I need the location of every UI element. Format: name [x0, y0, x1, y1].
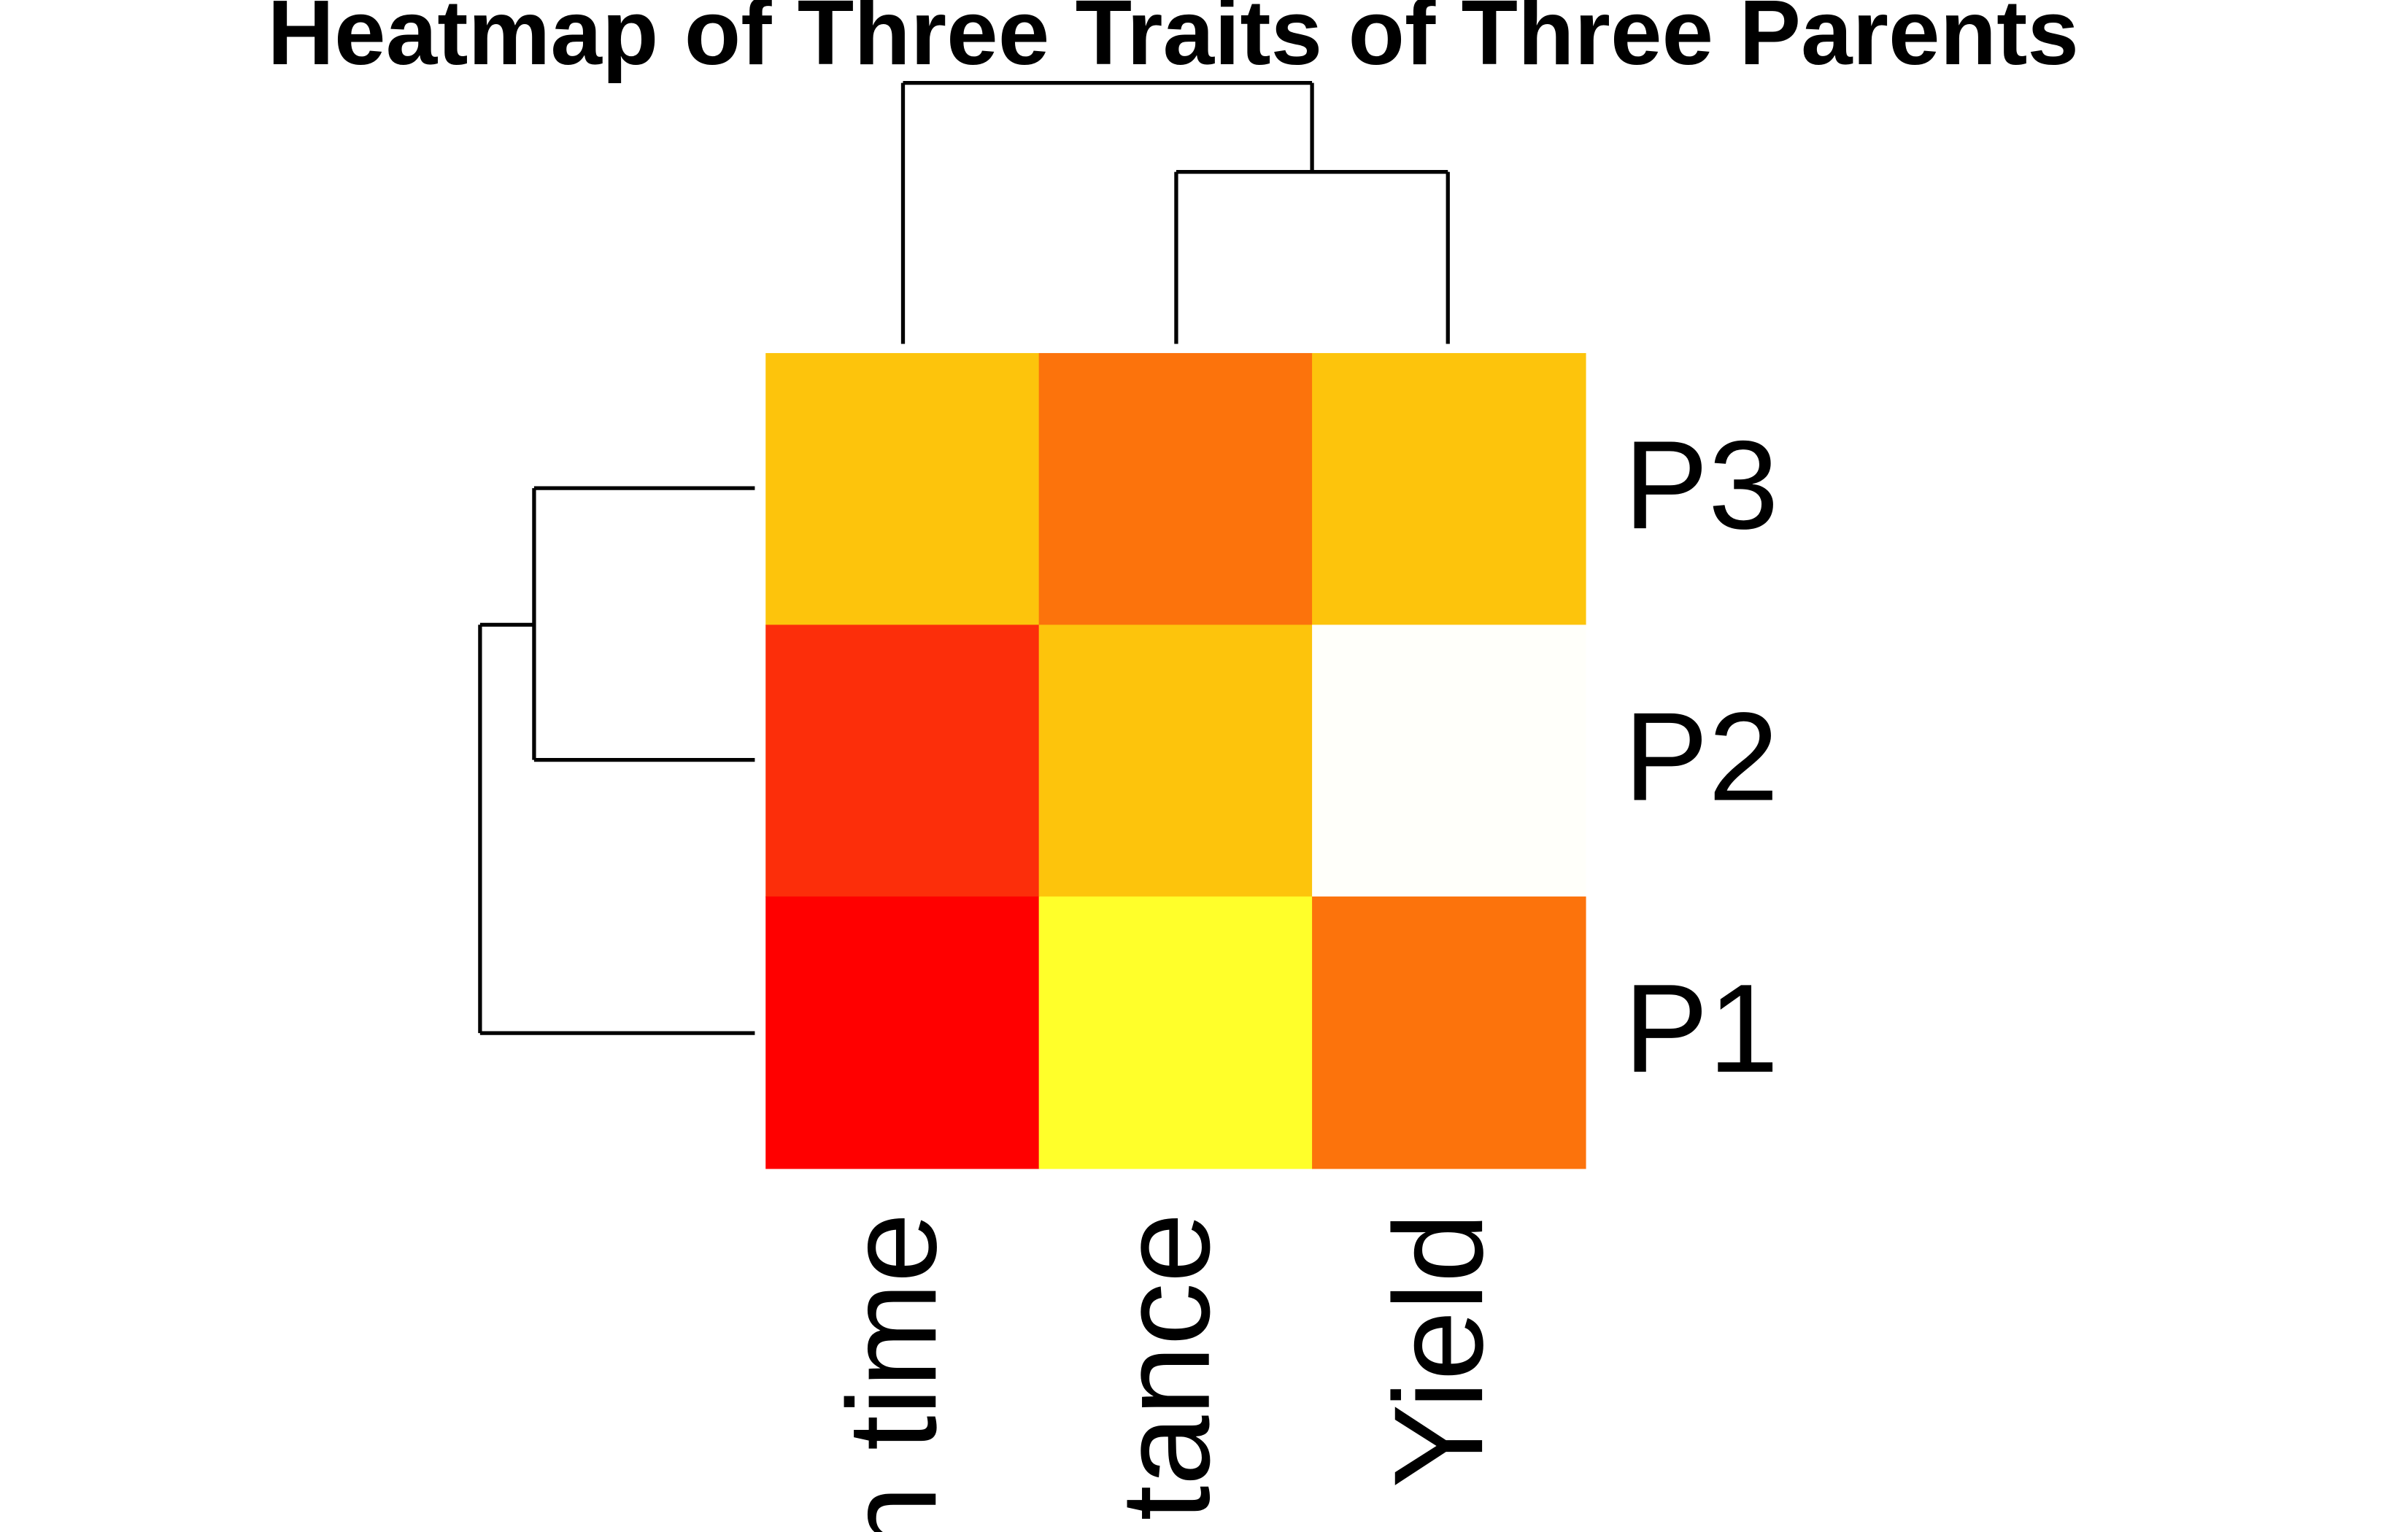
row-label: P1 [1624, 957, 1778, 1098]
heatmap-cell [765, 896, 1040, 1169]
column-label: n time [821, 1212, 963, 1532]
heatmap-cell [765, 352, 1040, 626]
column-label: tance [1094, 1212, 1236, 1520]
heatmap-cell [765, 624, 1040, 897]
heatmap-cell [1312, 352, 1586, 626]
heatmap-cell [1038, 624, 1313, 897]
heatmap-cell [1038, 896, 1313, 1169]
chart-title: Heatmap of Three Traits of Three Parents [267, 0, 2079, 84]
row-label: P2 [1624, 686, 1778, 827]
heatmap-cell [1312, 896, 1586, 1169]
column-dendrogram [900, 80, 1450, 344]
heatmap-cell [1312, 624, 1586, 897]
row-dendrogram [478, 486, 755, 1035]
column-label: Yield [1367, 1212, 1510, 1487]
row-label: P3 [1624, 414, 1778, 555]
heatmap-cell [1038, 352, 1313, 626]
